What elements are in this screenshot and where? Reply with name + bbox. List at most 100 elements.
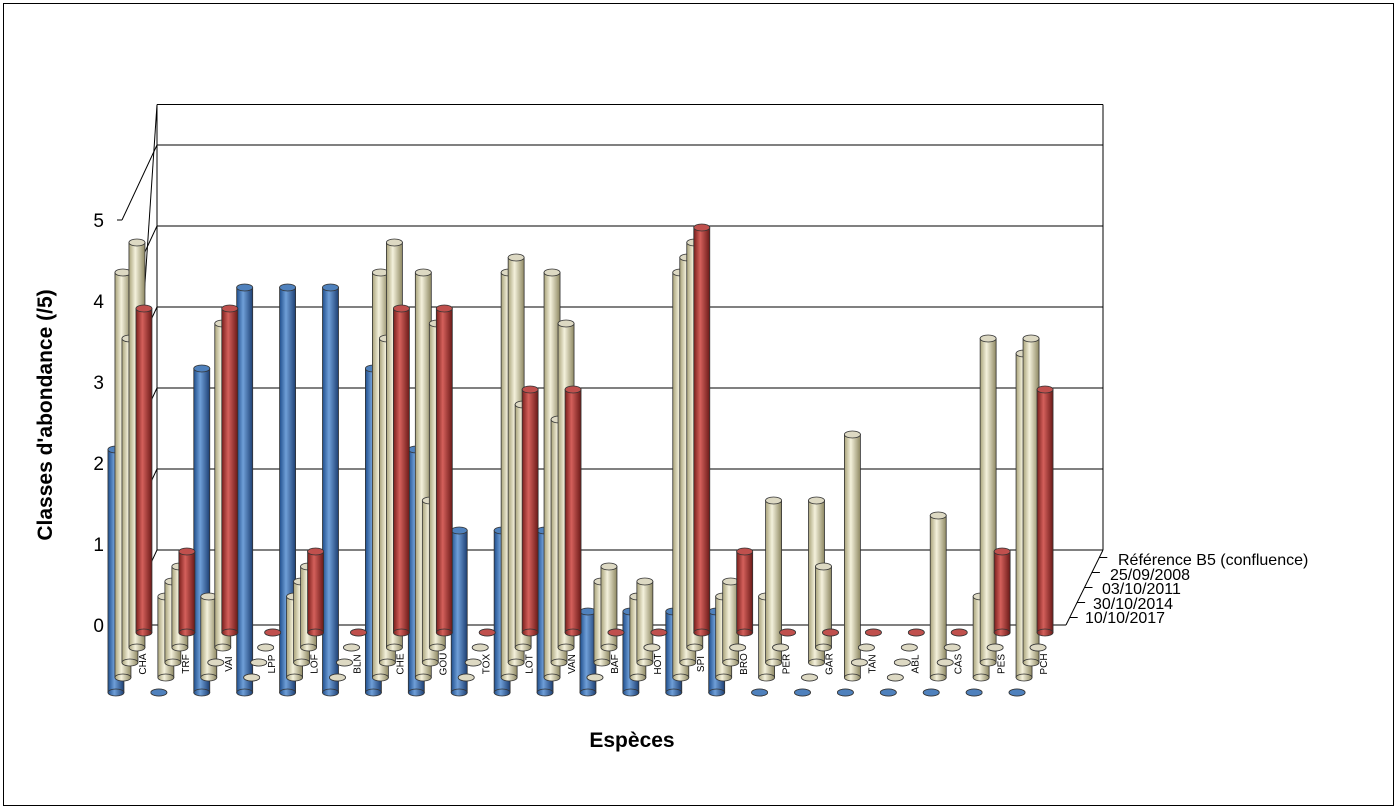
bar [343, 643, 360, 652]
bar-base [979, 658, 997, 667]
bar-base [365, 688, 382, 697]
x-tick-label: HOT [653, 653, 664, 674]
bar [150, 688, 168, 697]
bar-base [300, 643, 317, 652]
x-tick-label: SPI [696, 656, 707, 672]
bar-top [478, 628, 496, 637]
bar-top [643, 643, 661, 652]
bar-base [236, 688, 254, 697]
bar-base [507, 658, 525, 667]
bar-top [557, 319, 575, 328]
bar-top [950, 628, 968, 637]
bar-body [765, 500, 782, 663]
bar-base [1015, 673, 1033, 682]
bar [1036, 385, 1054, 637]
bar-top [993, 547, 1011, 556]
bar-top [450, 526, 468, 535]
bar-base [221, 628, 239, 637]
x-tick-label: GOU [438, 653, 449, 676]
bar-top [128, 238, 146, 247]
bar-top [579, 607, 597, 616]
x-tick-label: BLN [353, 654, 364, 673]
bar-top [986, 643, 1004, 652]
bar [135, 304, 153, 637]
bar [986, 643, 1004, 652]
bar-base [200, 673, 218, 682]
bar-body [435, 308, 453, 633]
bar-body [135, 308, 153, 633]
bar-top [886, 673, 904, 682]
bar [586, 673, 604, 682]
bar-body [844, 434, 861, 678]
bar [801, 673, 818, 682]
bar-top [336, 658, 353, 667]
bar-base [550, 658, 568, 667]
bar-base [536, 688, 554, 697]
bar-base [808, 658, 825, 667]
series-label: 30/10/2014 [1093, 596, 1173, 613]
bar-base [672, 673, 690, 682]
bar-body [236, 287, 254, 693]
bar-body [521, 389, 539, 633]
bar-base [178, 628, 196, 637]
bar-base [1036, 628, 1054, 637]
y-tick-label: 4 [93, 292, 104, 313]
bar [178, 547, 196, 637]
bar-top [893, 658, 911, 667]
bar-top [178, 547, 196, 556]
bar-body [393, 308, 410, 633]
bar-top [586, 673, 604, 682]
bar-top [936, 658, 954, 667]
x-tick-label: PCH [1039, 653, 1050, 674]
bar [765, 496, 782, 667]
bar-top [393, 304, 410, 313]
bar-base [579, 688, 597, 697]
bar [643, 643, 661, 652]
bar-top [257, 643, 275, 652]
bar [979, 334, 997, 667]
bar [207, 658, 225, 667]
bar-top [858, 643, 875, 652]
bar [922, 688, 940, 697]
bar-base [307, 628, 324, 637]
x-tick-label: BRO [739, 653, 750, 675]
x-tick-label: PES [996, 654, 1007, 674]
x-tick-label: TAN [868, 654, 879, 673]
bar-base [665, 688, 683, 697]
bar-base [157, 673, 175, 682]
bar [600, 562, 618, 652]
bar-top [457, 673, 475, 682]
bar-top [600, 562, 618, 571]
bar-body [221, 308, 239, 633]
bar-top [343, 643, 360, 652]
bar-body [736, 551, 754, 633]
bar-top [521, 385, 539, 394]
bar [336, 658, 353, 667]
series-label: Référence B5 (confluence) [1118, 552, 1308, 569]
bar-top [943, 643, 961, 652]
bar [636, 577, 654, 667]
bar [307, 547, 324, 637]
bar-top [1008, 688, 1026, 697]
bar [250, 658, 268, 667]
bar [1008, 688, 1026, 697]
bar-base [636, 658, 654, 667]
bar-base [293, 658, 310, 667]
bar-base [593, 658, 611, 667]
bar-base [171, 643, 189, 652]
bar [393, 304, 410, 637]
bar [264, 628, 282, 637]
bar [329, 673, 346, 682]
bar-base [815, 643, 832, 652]
bar-top [543, 268, 561, 277]
bar-base [715, 673, 733, 682]
bar-top [851, 658, 868, 667]
bar-base [693, 628, 711, 637]
bar-base [114, 673, 132, 682]
bar-top [979, 334, 997, 343]
bar-top [900, 643, 918, 652]
x-axis-title: Espèces [589, 729, 674, 752]
bar-base [521, 628, 539, 637]
bar-top [650, 628, 668, 637]
bar-base [500, 673, 518, 682]
